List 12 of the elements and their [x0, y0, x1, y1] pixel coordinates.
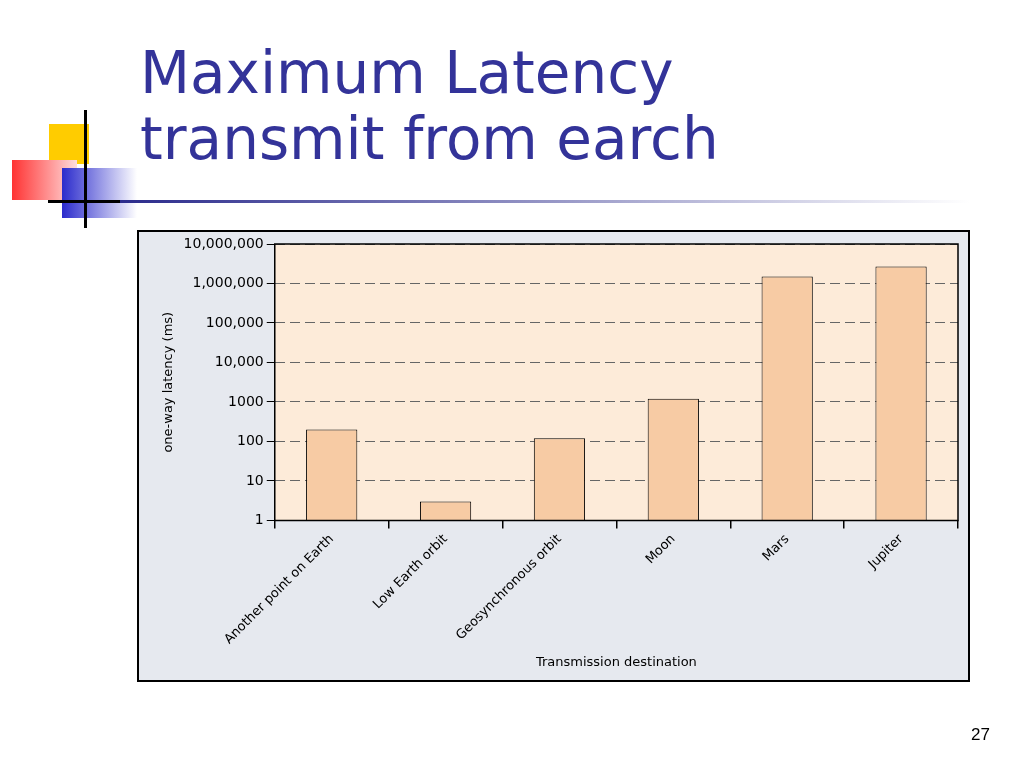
y-tick-label: 10,000 — [214, 353, 264, 370]
y-tick-label: 1000 — [228, 392, 264, 409]
x-axis-title: Transmission destination — [534, 653, 697, 669]
y-tick-label: 100,000 — [205, 313, 264, 330]
y-tick-label: 1,000,000 — [192, 274, 264, 291]
y-tick-label: 10 — [245, 471, 264, 488]
text: 27 — [971, 725, 990, 745]
chart-title: Maximum Latency transmit from earch — [140, 39, 720, 173]
y-tick-label: 10,000,000 — [183, 234, 264, 251]
y-axis-title: one-way latency (ms) — [160, 311, 176, 453]
y-tick-label: 100 — [237, 432, 264, 449]
y-tick-label: 1 — [254, 511, 264, 528]
